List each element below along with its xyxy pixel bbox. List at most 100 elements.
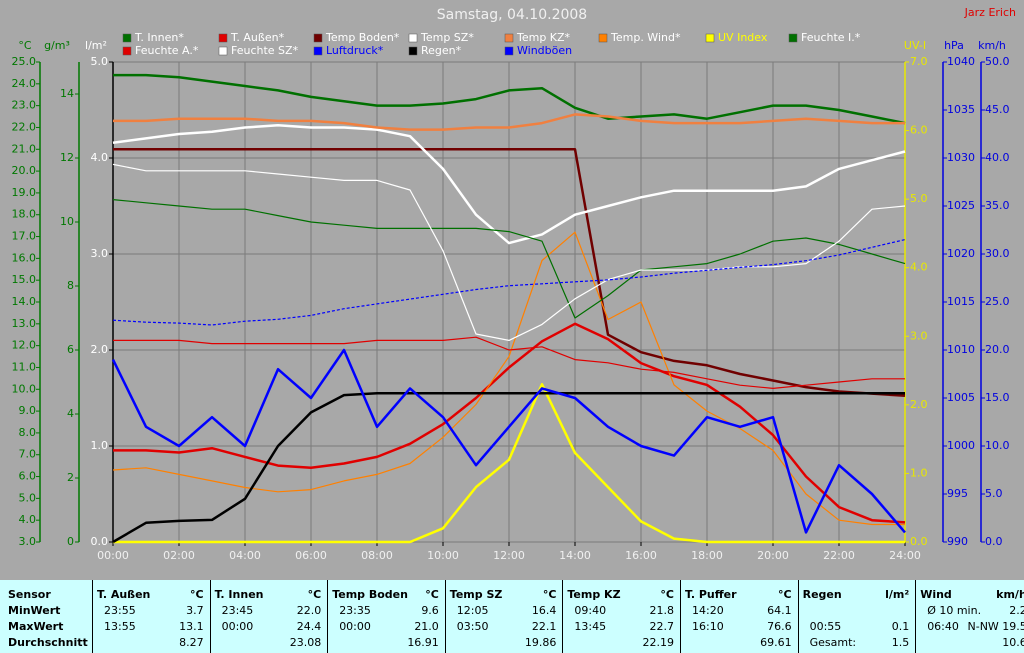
column-header: Temp SZ <box>449 588 503 601</box>
chart-title: Samstag, 04.10.2008 <box>437 7 587 23</box>
column-separator <box>797 580 799 653</box>
axis-title: km/h <box>978 39 1006 52</box>
y-tick-label: 4 <box>67 407 74 420</box>
y-tick-label: 4.0 <box>910 261 928 274</box>
cell-value: 22.7 <box>649 620 675 633</box>
y-tick-label: 15.0 <box>985 391 1010 404</box>
y-tick-label: 1.0 <box>910 466 928 479</box>
cell-time: 00:55 <box>809 620 842 633</box>
legend-label: Temp. Wind* <box>610 31 681 44</box>
cell-value: 21.8 <box>649 604 675 617</box>
y-tick-label: 12 <box>60 151 74 164</box>
cell-value: 24.4 <box>296 620 322 633</box>
chart: Samstag, 04.10.2008 Jarz Erich 00:00 02:0… <box>12 6 1017 562</box>
column-separator <box>327 580 329 653</box>
cell-time: 00:00 <box>221 620 254 633</box>
y-tick-label: 14.0 <box>12 295 37 308</box>
cell-time: 12:05 <box>456 604 489 617</box>
legend-swatch <box>598 33 608 43</box>
y-tick-label: 15.0 <box>12 273 37 286</box>
cell-value: 1.5 <box>891 636 910 649</box>
legend-label: Feuchte I.* <box>801 31 861 44</box>
y-tick-label: 14 <box>60 87 74 100</box>
cell-time: 16:10 <box>692 620 724 633</box>
axis-title: °C <box>18 39 32 52</box>
y-tick-label: 0.0 <box>910 535 928 548</box>
y-tick-label: 22.0 <box>12 120 37 133</box>
y-tick-label: 9.0 <box>19 404 37 417</box>
legend-label: Feuchte SZ* <box>231 44 299 57</box>
author: Jarz Erich <box>964 6 1016 19</box>
x-tick-label: 24:00 <box>889 549 921 562</box>
column-unit: °C <box>190 588 204 601</box>
x-tick-label: 14:00 <box>559 549 591 562</box>
legend-swatch <box>218 46 228 56</box>
column-unit: km/h <box>996 588 1024 601</box>
cell-time: 14:20 <box>692 604 724 617</box>
legend-label: Windböen <box>517 44 572 57</box>
x-tick-label: 20:00 <box>757 549 789 562</box>
y-tick-label: 1040 <box>947 55 975 68</box>
cell-time: 09:40 <box>574 604 607 617</box>
column-header: Temp KZ <box>567 588 621 601</box>
row-label: Sensor <box>8 588 51 601</box>
y-tick-label: 1.0 <box>91 439 109 452</box>
cell-time: 23:35 <box>339 604 371 617</box>
x-tick-label: 02:00 <box>163 549 195 562</box>
series-line <box>113 73 906 125</box>
y-tick-label: 25.0 <box>985 295 1010 308</box>
axis-title: UV-I <box>904 39 926 52</box>
y-tick-label: 6 <box>67 343 74 356</box>
legend-swatch <box>408 33 418 43</box>
column-unit: °C <box>778 588 792 601</box>
y-tick-label: 12.0 <box>12 339 37 352</box>
legend-label: Temp Boden* <box>325 31 400 44</box>
x-tick-label: 22:00 <box>823 549 855 562</box>
cell-time: 03:50 <box>456 620 489 633</box>
cell-value: 0.1 <box>891 620 910 633</box>
y-tick-label: 2 <box>67 471 74 484</box>
cell-value: 69.61 <box>760 636 792 649</box>
legend-swatch <box>122 33 132 43</box>
cell-value: 22.19 <box>642 636 675 649</box>
legend-label: Feuchte A.* <box>135 44 199 57</box>
axis-title: g/m³ <box>44 39 70 52</box>
series-line <box>113 148 906 398</box>
legend-swatch <box>408 46 418 56</box>
cell-value: 22.1 <box>531 620 557 633</box>
y-tick-label: 3.0 <box>910 329 928 342</box>
y-tick-label: 19.0 <box>12 186 37 199</box>
row-label: MinWert <box>8 604 61 617</box>
y-tick-label: 2.0 <box>910 398 928 411</box>
y-tick-label: 8.0 <box>19 426 37 439</box>
axis-title: hPa <box>944 39 964 52</box>
x-tick-label: 16:00 <box>625 549 657 562</box>
x-tick-label: 04:00 <box>229 549 261 562</box>
y-tick-label: 995 <box>947 487 968 500</box>
x-tick-label: 06:00 <box>295 549 327 562</box>
cell-value: 8.27 <box>179 636 204 649</box>
y-tick-label: 2.0 <box>91 343 109 356</box>
column-header: T. Außen <box>97 588 151 601</box>
cell-value: 19.86 <box>524 636 557 649</box>
legend-label: Temp SZ* <box>420 31 474 44</box>
column-unit: °C <box>307 588 322 601</box>
series-line <box>112 239 906 326</box>
cell-time: 13:45 <box>574 620 607 633</box>
y-tick-label: 0.0 <box>985 535 1003 548</box>
stats-table: Sensor MinWert MaxWert Durchschnitt T. Außen… <box>0 580 1024 653</box>
y-tick-label: 1015 <box>947 295 975 308</box>
y-tick-label: 8 <box>67 279 74 292</box>
y-tick-label: 6.0 <box>19 470 37 483</box>
cell-value: 76.6 <box>767 620 792 633</box>
column-unit: °C <box>425 588 439 601</box>
column-header: Temp Boden <box>332 588 408 601</box>
column-separator <box>92 580 93 653</box>
y-tick-label: 10 <box>60 215 74 228</box>
y-tick-label: 23.0 <box>12 99 37 112</box>
series-line <box>112 199 906 319</box>
y-tick-label: 990 <box>947 535 968 548</box>
row-label: MaxWert <box>8 620 64 633</box>
column-separator <box>444 580 446 653</box>
column-header: T. Innen <box>214 588 264 601</box>
